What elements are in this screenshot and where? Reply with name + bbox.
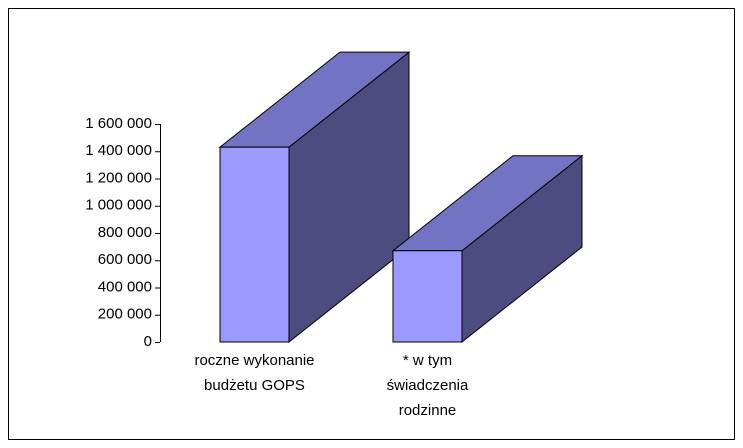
y-tick-label: 1 200 000: [85, 169, 152, 186]
y-tick-label: 1 600 000: [85, 115, 152, 132]
bar: [219, 146, 290, 343]
y-tick-label: 1 000 000: [85, 197, 152, 214]
y-tick-label: 800 000: [98, 224, 152, 241]
x-tick-label: roczne wykonanie budżetu GOPS: [194, 352, 315, 394]
bar: [392, 250, 463, 343]
y-tick-label: 600 000: [98, 251, 152, 268]
y-tick-label: 0: [144, 333, 152, 350]
y-tick-label: 200 000: [98, 306, 152, 323]
y-tick-label: 1 400 000: [85, 142, 152, 159]
x-tick-label: * w tym świadczenia rodzinne: [386, 352, 469, 419]
y-tick-label: 400 000: [98, 278, 152, 295]
